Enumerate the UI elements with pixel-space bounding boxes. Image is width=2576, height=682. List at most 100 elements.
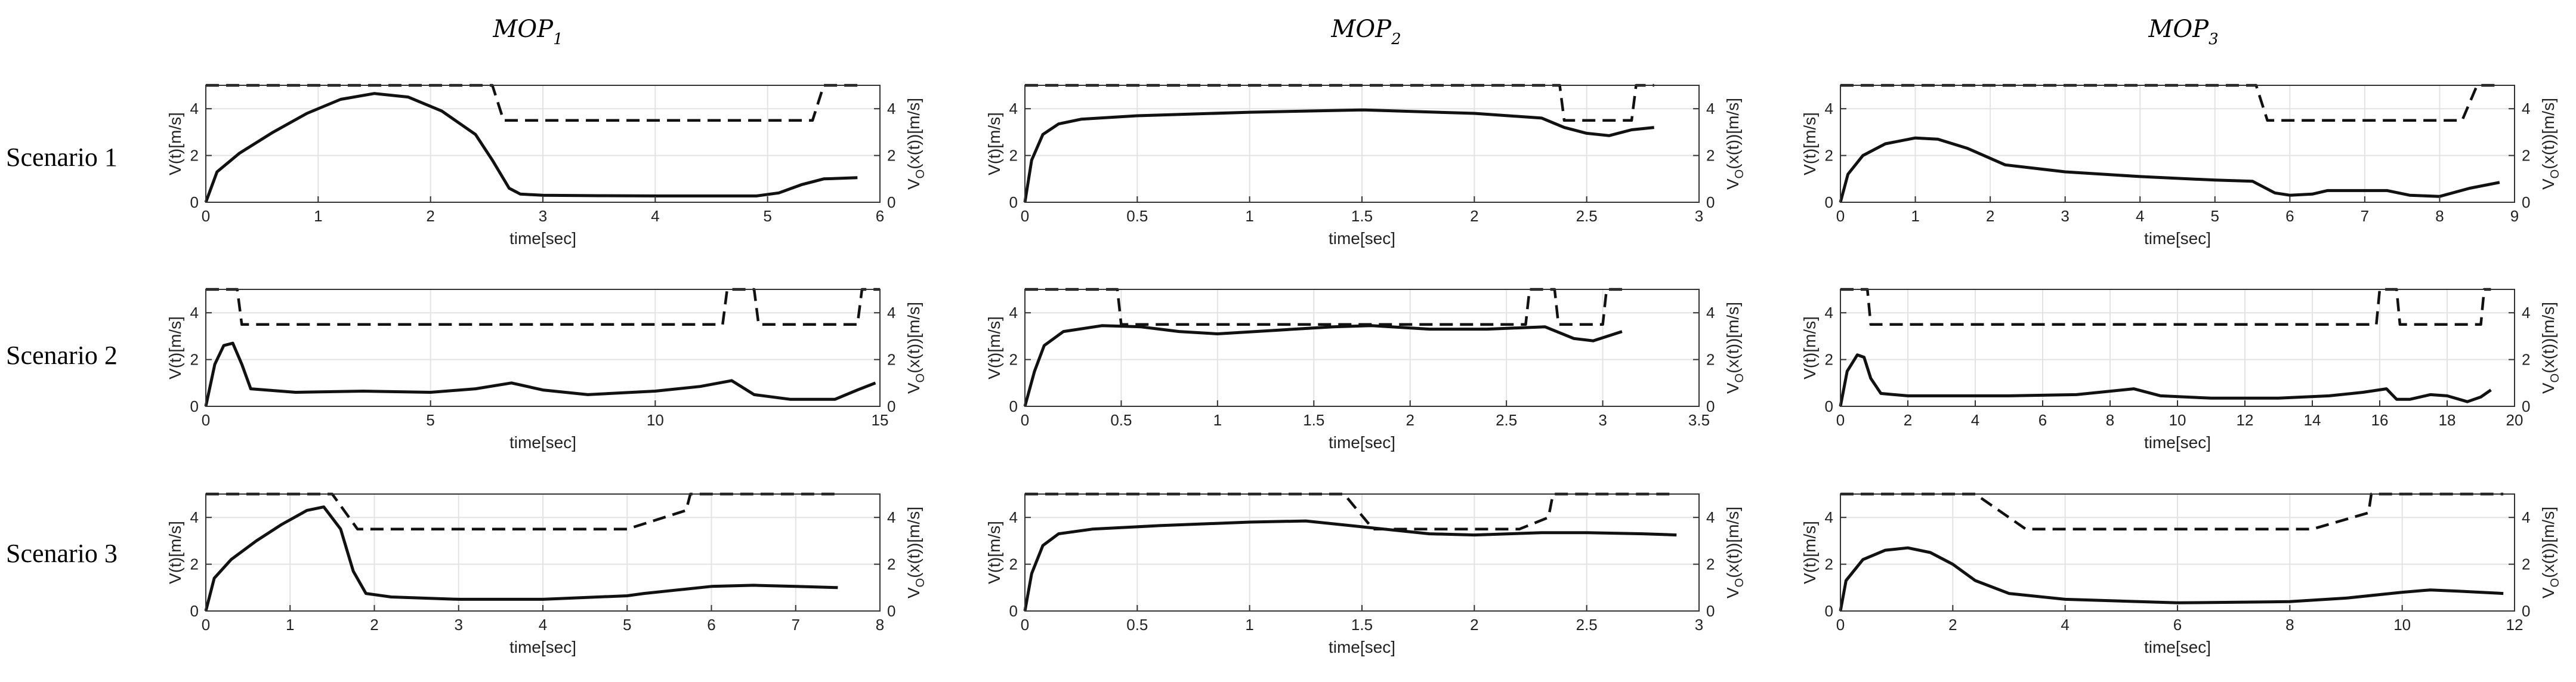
series-line-v (204, 341, 876, 407)
axes-frame (205, 289, 881, 407)
x-tick-label: 9 (2510, 207, 2519, 225)
y-tick-label-left: 4 (1825, 100, 1833, 118)
x-tick-label: 0 (1021, 616, 1029, 634)
y-tick-label-right: 0 (1706, 602, 1715, 620)
x-tick-label: 1 (1911, 207, 1919, 225)
y-tick-label-right: 2 (887, 147, 895, 165)
y-axis-label-left: V(t)[m/s] (166, 521, 184, 584)
x-tick-label: 4 (539, 616, 547, 634)
y-axis-label-right: VO(x(t))[m/s] (2539, 98, 2562, 190)
x-axis-label: time[sec] (2144, 229, 2211, 248)
y-tick-label-right: 0 (2522, 397, 2530, 415)
y-tick-label-left: 0 (1009, 602, 1018, 620)
y-tick-label-left: 0 (1825, 193, 1833, 211)
x-tick-label: 3 (1598, 411, 1607, 429)
y-axis-label-left: V(t)[m/s] (985, 521, 1003, 584)
x-tick-label: 1.5 (1351, 207, 1373, 225)
x-tick-label: 1 (1245, 616, 1253, 634)
series-line-v (1023, 519, 1677, 612)
x-tick-label: 3 (539, 207, 547, 225)
y-axis-label-left: V(t)[m/s] (166, 316, 184, 379)
y-tick-label-left: 0 (1825, 397, 1833, 415)
y-tick-label-left: 4 (1009, 508, 1018, 526)
x-tick-label: 0 (202, 207, 210, 225)
column-header-mop2: MOP2 (1330, 16, 1401, 48)
x-tick-label: 2 (1406, 411, 1414, 429)
x-tick-label: 2.5 (1576, 207, 1598, 225)
panel-r3-c3: 0 2 4 6 8 10 120 02 24 4time[sec]V(t)[m/s]VO(x(t)… (1800, 492, 2562, 656)
y-axis-label-right: VO(x(t))[m/s] (2539, 302, 2562, 394)
x-tick-label: 0.5 (1126, 616, 1148, 634)
y-tick-label-left: 4 (1009, 100, 1018, 118)
y-tick-label-right: 4 (1706, 508, 1715, 526)
x-tick-label: 10 (647, 411, 664, 429)
plot-area (206, 289, 880, 406)
x-tick-label: 6 (876, 207, 884, 225)
x-tick-label: 0 (1021, 411, 1029, 429)
x-tick-label: 12 (2237, 411, 2254, 429)
x-tick-label: 3 (1695, 207, 1703, 225)
x-tick-label: 4 (651, 207, 659, 225)
y-tick-label-right: 4 (2522, 100, 2530, 118)
x-axis-label: time[sec] (2144, 638, 2211, 656)
y-tick-label-left: 4 (190, 508, 199, 526)
y-tick-label-left: 2 (190, 556, 199, 573)
x-tick-label: 10 (2393, 616, 2411, 634)
row-label-scenario-3: Scenario 3 (6, 539, 118, 568)
panels: 0 1 2 3 4 5 60 02 24 4time[sec]V(t)[m/s]VO(x(t))[… (166, 84, 2562, 656)
x-tick-label: 1.5 (1351, 616, 1373, 634)
y-tick-label-left: 0 (190, 193, 199, 211)
row-label-scenario-2: Scenario 2 (6, 341, 118, 370)
x-axis-label: time[sec] (1329, 229, 1395, 248)
y-axis-label-right: VO(x(t))[m/s] (904, 302, 927, 394)
x-tick-label: 10 (2169, 411, 2186, 429)
x-tick-label: 2 (426, 207, 434, 225)
y-tick-label-right: 0 (2522, 602, 2530, 620)
y-axis-label-left: V(t)[m/s] (1800, 112, 1819, 175)
column-header-mop1: MOP1 (492, 16, 563, 48)
y-axis-label-left: V(t)[m/s] (1800, 316, 1819, 379)
y-tick-label-left: 4 (190, 304, 199, 322)
x-tick-label: 4 (1971, 411, 1979, 429)
x-tick-label: 1 (1213, 411, 1222, 429)
y-tick-label-right: 2 (2522, 147, 2530, 165)
y-tick-label-right: 4 (1706, 304, 1715, 322)
y-tick-label-right: 4 (887, 100, 895, 118)
y-tick-label-left: 0 (1009, 193, 1018, 211)
x-tick-label: 3 (455, 616, 463, 634)
x-tick-label: 2 (1470, 616, 1478, 634)
y-tick-label-right: 4 (2522, 508, 2530, 526)
x-axis-label: time[sec] (509, 433, 576, 452)
y-tick-label-left: 4 (1009, 304, 1018, 322)
x-tick-label: 0 (202, 411, 210, 429)
x-tick-label: 1 (286, 616, 294, 634)
y-tick-label-left: 2 (1009, 147, 1018, 165)
y-tick-label-right: 2 (887, 556, 895, 573)
y-tick-label-left: 2 (1009, 351, 1018, 369)
y-tick-label-right: 4 (887, 508, 895, 526)
series-line-v (204, 92, 858, 203)
x-tick-label: 14 (2304, 411, 2321, 429)
y-tick-label-left: 2 (1825, 351, 1833, 369)
y-tick-label-right: 2 (1706, 147, 1715, 165)
y-tick-label-left: 0 (190, 602, 199, 620)
y-axis-label-right: VO(x(t))[m/s] (904, 98, 927, 190)
x-tick-label: 5 (623, 616, 631, 634)
panel-r2-c1: 0 5 10 150 02 24 4time[sec]V(t)[m/s]VO(x(t))[m… (166, 288, 927, 452)
axes-frame (1840, 85, 2515, 203)
x-tick-label: 20 (2506, 411, 2524, 429)
y-axis-label-right: VO(x(t))[m/s] (1723, 507, 1746, 598)
series-line-v (1023, 324, 1623, 407)
y-axis-label-left: V(t)[m/s] (166, 112, 184, 175)
y-axis-label-left: V(t)[m/s] (985, 316, 1003, 379)
x-tick-label: 8 (876, 616, 884, 634)
x-tick-label: 7 (792, 616, 800, 634)
y-tick-label-right: 0 (2522, 193, 2530, 211)
series-line-v (204, 505, 838, 612)
x-tick-label: 3.5 (1688, 411, 1710, 429)
y-axis-label-right: VO(x(t))[m/s] (1723, 302, 1746, 394)
y-axis-label-left: V(t)[m/s] (985, 112, 1003, 175)
panel-r1-c3: 0 1 2 3 4 5 6 7 8 90 02 24 4time[sec]V(t)[m/s]VO(x(t… (1800, 84, 2562, 248)
x-tick-label: 0 (1836, 411, 1845, 429)
y-tick-label-left: 4 (190, 100, 199, 118)
